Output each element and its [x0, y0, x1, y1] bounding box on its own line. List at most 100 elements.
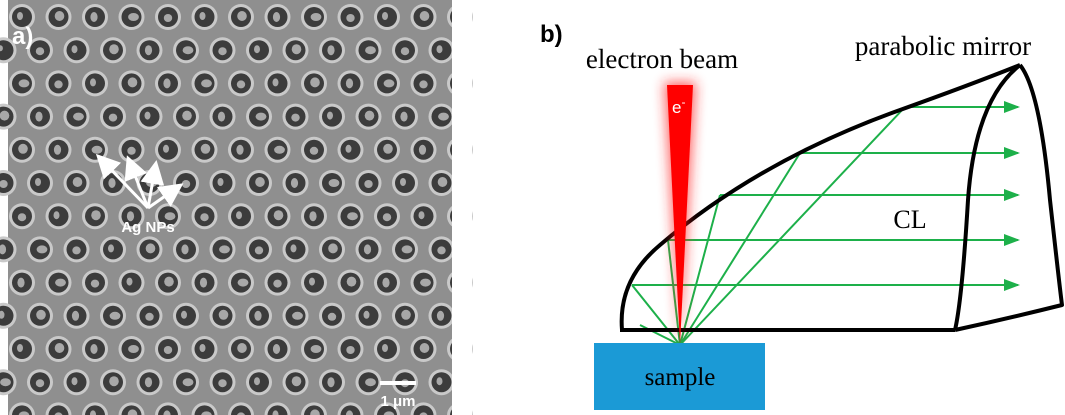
nanoparticle — [237, 11, 247, 21]
nanoparticle — [37, 245, 48, 253]
nanoparticle — [346, 78, 353, 88]
nanoparticle — [17, 278, 24, 288]
nanoparticle — [164, 14, 172, 22]
nanoparticle — [346, 346, 354, 354]
nanoparticle — [182, 111, 192, 121]
nanoparticle — [218, 178, 224, 186]
nanoparticle — [163, 145, 169, 153]
nanoparticle — [438, 113, 449, 121]
nanoparticle — [19, 79, 30, 87]
nanoparticle — [127, 147, 135, 155]
figure: Ag NPs 1 μm a) b) electron beam paraboli… — [0, 0, 1065, 415]
nanoparticle — [382, 278, 389, 288]
nanoparticle — [200, 278, 207, 288]
nanoparticle — [365, 111, 375, 121]
nanoparticle — [36, 47, 44, 55]
nanoparticle — [291, 178, 298, 188]
nanoparticle — [55, 279, 66, 287]
nanoparticle — [108, 178, 115, 188]
nanoparticle — [437, 311, 444, 321]
nanoparticle — [90, 12, 97, 22]
nanoparticle — [236, 211, 242, 219]
nanoparticle — [347, 277, 357, 287]
nanoparticle — [420, 279, 431, 287]
nanoparticle — [72, 311, 79, 321]
nanoparticle — [254, 377, 260, 385]
nanoparticle — [181, 311, 187, 319]
nanoparticle — [401, 310, 411, 320]
nanoparticle — [183, 46, 194, 54]
nanoparticle — [346, 145, 352, 153]
nanoparticle — [91, 280, 99, 288]
nanoparticle — [145, 313, 153, 321]
nanoparticle — [182, 180, 190, 188]
nanoparticle — [364, 311, 370, 319]
nanoparticle — [309, 278, 315, 286]
nanoparticle — [18, 213, 26, 221]
panel-label: b) — [540, 21, 563, 48]
nanoparticle — [310, 77, 320, 87]
nanoparticle — [54, 80, 62, 88]
beam-label: electron beam — [586, 44, 738, 74]
nanoparticle — [328, 243, 338, 253]
nanoparticle — [109, 114, 117, 122]
nanoparticle — [254, 45, 260, 53]
nanoparticle — [110, 312, 121, 320]
nanoparticle — [255, 177, 265, 187]
image-mask — [452, 0, 472, 415]
nanoparticle — [401, 47, 409, 55]
nanoparticle — [238, 279, 249, 287]
nanoparticle — [200, 344, 206, 352]
nanoparticle — [420, 11, 430, 21]
nanoparticle — [219, 245, 230, 253]
nanoparticle — [72, 246, 80, 254]
nanoparticle — [108, 244, 114, 252]
nanoparticle — [309, 211, 316, 221]
nanoparticle — [0, 111, 9, 121]
nanoparticle — [273, 12, 280, 22]
nanoparticle — [18, 144, 28, 154]
electron-charge: - — [681, 95, 685, 109]
nanoparticle — [73, 113, 84, 121]
nanoparticle — [364, 244, 371, 254]
nanoparticle — [146, 243, 156, 253]
mirror-edge — [955, 65, 1020, 330]
nanoparticle — [73, 177, 83, 187]
nanoparticle — [54, 145, 61, 155]
beam — [667, 85, 693, 345]
nanoparticle — [328, 313, 336, 321]
nanoparticle — [292, 312, 303, 320]
nanoparticle — [109, 44, 119, 54]
nanoparticle — [419, 80, 427, 88]
nanoparticle — [274, 210, 284, 220]
nanoparticle — [90, 344, 97, 354]
nanoparticle — [90, 78, 96, 86]
nanoparticle — [383, 144, 393, 154]
mirror-label: parabolic mirror — [855, 31, 1031, 61]
panel-label: a) — [12, 23, 33, 50]
ray — [632, 285, 680, 345]
nanoparticle — [347, 212, 358, 220]
nanoparticle — [0, 378, 11, 386]
nanoparticle — [420, 343, 430, 353]
nanoparticle — [35, 178, 41, 186]
nanoparticle — [17, 12, 23, 20]
emission-label: CL — [893, 205, 926, 234]
nanoparticle — [72, 377, 78, 385]
annotation: Ag NPs — [121, 219, 174, 236]
nanoparticle — [55, 343, 65, 353]
nanoparticle — [365, 378, 376, 386]
nanoparticle — [183, 378, 194, 386]
nanoparticle — [72, 45, 78, 53]
nanoparticle — [36, 379, 44, 387]
nanoparticle — [400, 178, 406, 186]
nanoparticle — [273, 344, 280, 354]
nanoparticle — [346, 14, 354, 22]
nanoparticle — [273, 280, 281, 288]
nanoparticle — [255, 246, 263, 254]
nanoparticle — [419, 211, 425, 219]
nanoparticle — [218, 47, 226, 55]
nanoparticle — [437, 377, 443, 385]
nanoparticle — [327, 112, 333, 120]
nanoparticle — [127, 278, 133, 286]
